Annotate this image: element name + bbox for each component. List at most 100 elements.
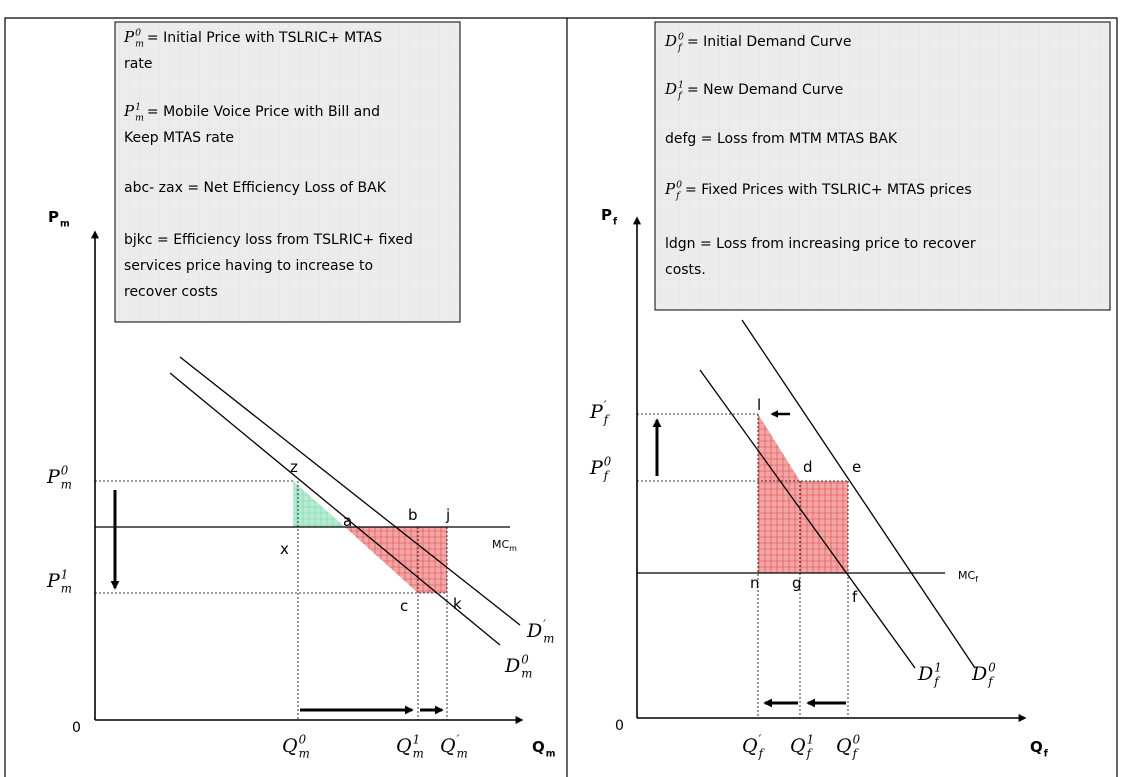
frame — [4, 17, 1118, 777]
point-label: f — [852, 588, 858, 606]
symbol-base: Q — [282, 735, 298, 757]
area — [758, 481, 848, 573]
point-label: z — [290, 458, 298, 476]
symbol-sup: 1 — [135, 101, 141, 112]
symbol-sup: 0 — [988, 660, 996, 674]
point-label: b — [408, 506, 418, 524]
symbol-base: Q — [836, 735, 852, 757]
symbol-sub: m — [546, 749, 556, 760]
area — [293, 481, 345, 527]
guide-lines — [637, 413, 849, 718]
symbol-base: P — [48, 208, 59, 226]
symbol-base: P — [664, 180, 676, 198]
symbol-base: P — [46, 570, 61, 592]
symbol-sub: f — [677, 91, 683, 102]
mc-label: MC — [958, 569, 975, 582]
symbol-sub: m — [413, 747, 424, 761]
legend-text: Keep MTAS rate — [124, 130, 234, 146]
symbol-base: P — [123, 102, 135, 120]
symbol-sub: f — [603, 469, 611, 483]
area — [758, 414, 800, 481]
legend-text: = New Demand Curve — [687, 82, 843, 98]
guide-lines — [95, 480, 448, 720]
symbol-sub: m — [135, 39, 144, 50]
symbol-sub: f — [852, 747, 860, 761]
legend-text: = Fixed Prices with TSLRIC+ MTAS prices — [685, 182, 972, 198]
symbol-sup: ′ — [759, 732, 762, 746]
labels: P 0m = Initial Price with TSLRIC+ MTASrate… — [46, 27, 1049, 760]
symbol-sub: f — [987, 675, 995, 689]
symbol-base: D — [664, 32, 677, 50]
demand-line — [699, 369, 916, 669]
symbol-sup: ′ — [543, 617, 546, 631]
symbol-sup: 0 — [604, 454, 612, 468]
symbol-sup: 0 — [61, 463, 69, 477]
legend-text: ldgn = Loss from increasing price to rec… — [665, 236, 976, 252]
legend-text: services price having to increase to — [124, 258, 373, 274]
point-label: g — [792, 574, 802, 592]
symbol-sup: ′ — [457, 732, 460, 746]
symbol-sup: 0 — [853, 732, 861, 746]
symbol-base: D — [917, 663, 933, 685]
point-label: d — [803, 458, 813, 476]
legend-text: defg = Loss from MTM MTAS BAK — [665, 131, 898, 147]
origin-label: 0 — [72, 720, 81, 736]
symbol-sub: m — [299, 747, 310, 761]
symbol-base: P — [123, 28, 135, 46]
symbol-sub: m — [135, 113, 144, 124]
symbol-sub: f — [758, 747, 766, 761]
mc-label: m — [509, 544, 517, 553]
symbol-sub: f — [933, 675, 941, 689]
symbol-sup: 0 — [521, 652, 529, 666]
symbol-base: P — [46, 466, 61, 488]
symbol-base: Q — [790, 735, 806, 757]
symbol-sup: 1 — [678, 79, 684, 90]
symbol-sup: 0 — [676, 179, 682, 190]
left-panel — [91, 21, 524, 724]
symbol-base: P — [589, 457, 604, 479]
symbol-sub: m — [60, 219, 70, 230]
point-label: e — [852, 458, 861, 476]
origin-label: 0 — [615, 718, 624, 734]
symbol-sub: m — [543, 632, 554, 646]
symbol-sub: m — [61, 478, 72, 492]
legend-text: = Mobile Voice Price with Bill and — [147, 104, 380, 120]
legend-text: = Initial Price with TSLRIC+ MTAS — [147, 30, 382, 46]
symbol-sub: f — [677, 43, 683, 54]
symbol-sup: 0 — [678, 31, 684, 42]
symbol-sup: 0 — [135, 27, 141, 38]
symbol-sub: m — [61, 582, 72, 596]
symbol-sub: m — [457, 747, 468, 761]
symbol-base: Q — [396, 735, 412, 757]
legend-text: = Initial Demand Curve — [687, 34, 852, 50]
right-panel — [633, 21, 1111, 722]
symbol-sub: f — [1044, 749, 1049, 760]
legend-text: abc- zax = Net Efficiency Loss of BAK — [124, 180, 387, 196]
symbol-sup: 0 — [299, 732, 307, 746]
demand-line — [169, 372, 501, 646]
mc-label: f — [975, 575, 978, 584]
symbol-sup: 1 — [61, 567, 69, 581]
symbol-sub: f — [613, 217, 618, 228]
symbol-sup: 1 — [934, 660, 942, 674]
legend-text: recover costs — [124, 284, 218, 300]
symbol-base: D — [526, 620, 542, 642]
symbol-sub: f — [603, 413, 611, 427]
legend-box — [114, 21, 461, 323]
point-label: a — [343, 512, 352, 530]
legend-text: bjkc = Efficiency loss from TSLRIC+ fixe… — [124, 232, 413, 248]
legend-box — [654, 21, 1111, 311]
demand-line — [741, 319, 976, 669]
point-label: k — [453, 595, 462, 613]
legend-text: rate — [124, 56, 152, 72]
symbol-base: D — [664, 80, 677, 98]
symbol-base: P — [589, 401, 604, 423]
symbol-sub: f — [675, 191, 681, 202]
symbol-base: Q — [742, 735, 758, 757]
symbol-base: D — [504, 655, 520, 677]
mc-label: MC — [492, 538, 509, 551]
point-label: x — [280, 540, 289, 558]
symbol-base: Q — [532, 738, 545, 756]
legend-text: costs. — [665, 262, 706, 278]
